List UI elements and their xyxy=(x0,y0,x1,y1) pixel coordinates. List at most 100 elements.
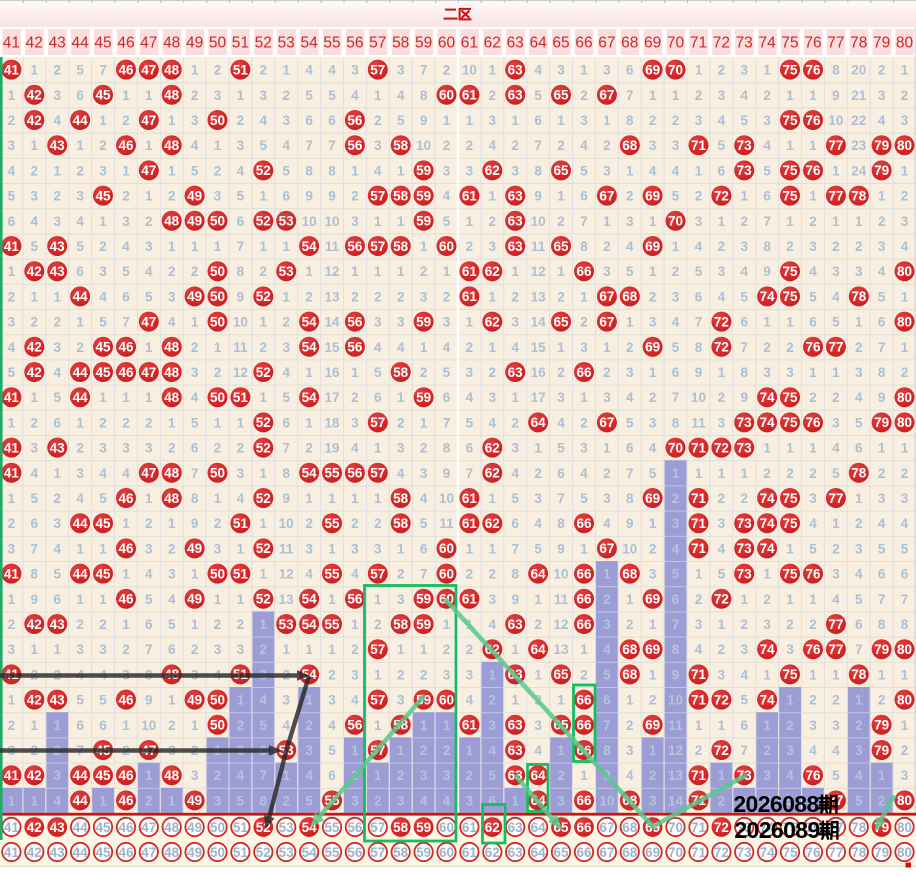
svg-text:3: 3 xyxy=(718,88,726,103)
svg-text:1: 1 xyxy=(214,138,222,153)
svg-text:69: 69 xyxy=(645,491,660,506)
svg-text:1: 1 xyxy=(580,768,588,783)
svg-text:2: 2 xyxy=(718,390,726,405)
svg-text:2: 2 xyxy=(237,718,245,733)
svg-text:6: 6 xyxy=(511,516,519,531)
svg-text:66: 66 xyxy=(576,365,592,380)
svg-text:54: 54 xyxy=(302,845,318,860)
svg-text:1: 1 xyxy=(786,592,794,607)
svg-text:1: 1 xyxy=(511,113,519,128)
svg-text:5: 5 xyxy=(718,567,726,582)
svg-text:5: 5 xyxy=(855,793,863,808)
svg-text:1: 1 xyxy=(305,491,313,506)
svg-text:1: 1 xyxy=(603,113,611,128)
svg-text:3: 3 xyxy=(489,113,497,128)
svg-text:68: 68 xyxy=(622,138,638,153)
svg-text:1: 1 xyxy=(718,214,726,229)
svg-text:1: 1 xyxy=(305,642,313,657)
svg-text:59: 59 xyxy=(416,163,431,178)
svg-text:9: 9 xyxy=(443,466,451,481)
svg-text:1: 1 xyxy=(672,239,680,254)
svg-text:2: 2 xyxy=(740,214,748,229)
svg-text:1: 1 xyxy=(832,214,840,229)
svg-text:80: 80 xyxy=(896,35,914,52)
svg-text:56: 56 xyxy=(347,314,363,329)
svg-text:61: 61 xyxy=(462,264,478,279)
svg-text:1: 1 xyxy=(420,239,428,254)
svg-text:1: 1 xyxy=(122,516,130,531)
svg-text:2: 2 xyxy=(809,617,817,632)
svg-text:67: 67 xyxy=(598,35,615,52)
svg-text:50: 50 xyxy=(210,390,225,405)
svg-text:49: 49 xyxy=(187,541,202,556)
svg-text:5: 5 xyxy=(260,718,268,733)
svg-text:48: 48 xyxy=(164,88,180,103)
svg-text:60: 60 xyxy=(439,845,454,860)
svg-text:79: 79 xyxy=(874,642,889,657)
svg-text:2: 2 xyxy=(901,743,909,758)
svg-text:63: 63 xyxy=(508,845,524,860)
svg-text:79: 79 xyxy=(873,35,890,52)
svg-text:1: 1 xyxy=(809,667,817,682)
svg-text:2: 2 xyxy=(901,88,909,103)
svg-text:8: 8 xyxy=(305,163,313,178)
svg-text:78: 78 xyxy=(851,667,867,682)
svg-text:1: 1 xyxy=(397,264,405,279)
svg-text:3: 3 xyxy=(214,541,222,556)
svg-text:2: 2 xyxy=(191,264,199,279)
svg-text:59: 59 xyxy=(416,592,431,607)
svg-text:1: 1 xyxy=(763,315,771,330)
svg-text:74: 74 xyxy=(760,692,776,707)
svg-text:46: 46 xyxy=(118,820,134,835)
svg-text:2: 2 xyxy=(855,516,863,531)
svg-text:3: 3 xyxy=(8,642,16,657)
svg-text:2: 2 xyxy=(878,63,886,78)
svg-text:10: 10 xyxy=(416,138,431,153)
svg-text:6: 6 xyxy=(878,315,886,330)
svg-text:3: 3 xyxy=(443,163,451,178)
svg-text:44: 44 xyxy=(73,390,89,405)
svg-text:4: 4 xyxy=(8,340,16,355)
svg-text:8: 8 xyxy=(191,491,199,506)
svg-text:3: 3 xyxy=(466,793,474,808)
svg-text:64: 64 xyxy=(531,820,547,835)
svg-text:9: 9 xyxy=(237,289,245,304)
svg-text:3: 3 xyxy=(603,63,611,78)
svg-text:1: 1 xyxy=(718,718,726,733)
svg-text:2: 2 xyxy=(237,113,245,128)
svg-text:3: 3 xyxy=(603,163,611,178)
svg-text:5: 5 xyxy=(626,415,634,430)
svg-text:5: 5 xyxy=(443,365,451,380)
svg-text:1: 1 xyxy=(145,189,153,204)
svg-text:48: 48 xyxy=(164,138,180,153)
svg-text:71: 71 xyxy=(691,138,707,153)
svg-text:42: 42 xyxy=(27,820,42,835)
svg-text:9: 9 xyxy=(626,516,634,531)
svg-text:70: 70 xyxy=(668,62,683,77)
svg-text:52: 52 xyxy=(255,35,272,52)
svg-text:51: 51 xyxy=(233,566,249,581)
svg-text:4: 4 xyxy=(168,592,176,607)
svg-text:75: 75 xyxy=(782,845,798,860)
svg-text:5: 5 xyxy=(534,88,542,103)
svg-text:5: 5 xyxy=(832,466,840,481)
svg-text:1: 1 xyxy=(31,793,39,808)
svg-text:2: 2 xyxy=(603,365,611,380)
svg-text:2: 2 xyxy=(214,768,222,783)
svg-text:59: 59 xyxy=(416,845,431,860)
svg-text:80: 80 xyxy=(897,642,912,657)
svg-text:12: 12 xyxy=(279,567,294,582)
svg-text:53: 53 xyxy=(278,35,295,52)
svg-text:56: 56 xyxy=(347,820,363,835)
svg-text:2: 2 xyxy=(351,516,359,531)
svg-text:1: 1 xyxy=(31,642,39,657)
svg-text:63: 63 xyxy=(508,88,524,103)
svg-text:71: 71 xyxy=(691,491,707,506)
svg-text:2026088: 2026088 xyxy=(733,791,819,817)
svg-text:7: 7 xyxy=(855,642,863,657)
svg-text:18: 18 xyxy=(324,415,340,430)
svg-text:9: 9 xyxy=(420,113,428,128)
svg-text:5: 5 xyxy=(809,289,817,304)
svg-text:1: 1 xyxy=(489,189,497,204)
svg-text:4: 4 xyxy=(282,138,290,153)
